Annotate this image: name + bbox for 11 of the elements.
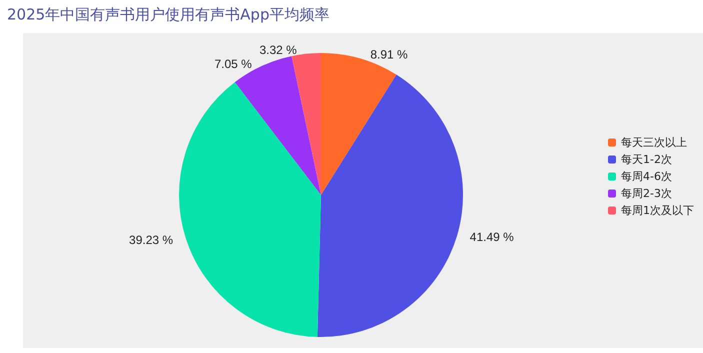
legend-label: 每周1次及以下 (621, 204, 694, 217)
chart-title: 2025年中国有声书用户使用有声书App平均频率 (7, 6, 330, 24)
legend-label: 每周4-6次 (621, 170, 672, 183)
data-label: 3.32 % (259, 42, 298, 57)
legend-label: 每天1-2次 (621, 153, 672, 166)
data-label: 7.05 % (214, 56, 252, 71)
data-label: 41.49 % (470, 230, 514, 244)
data-label: 8.91 % (370, 48, 408, 62)
legend-label: 每周2-3次 (621, 187, 672, 200)
data-label: 39.23 % (129, 232, 174, 247)
legend-label: 每天三次以上 (621, 136, 687, 149)
